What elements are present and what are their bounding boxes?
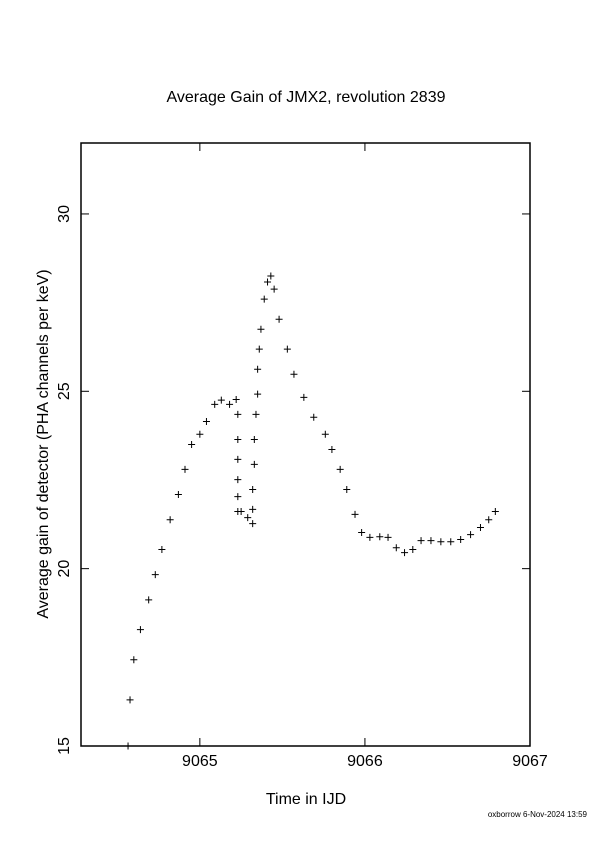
point: [151, 571, 159, 579]
point: [202, 417, 210, 425]
point: [250, 436, 258, 444]
point: [249, 486, 257, 494]
y-tick-label: 20: [56, 560, 73, 578]
point: [232, 395, 240, 403]
point: [358, 528, 366, 536]
point: [254, 390, 262, 398]
point: [392, 544, 400, 552]
point: [181, 465, 189, 473]
point: [158, 545, 166, 553]
point: [328, 445, 336, 453]
point: [275, 315, 283, 323]
point: [321, 430, 329, 438]
footer: oxborrow 6-Nov-2024 13:59: [488, 810, 588, 819]
point: [366, 533, 374, 541]
point: [485, 516, 493, 524]
point: [257, 325, 265, 333]
point: [130, 656, 138, 664]
point: [254, 365, 262, 373]
point: [376, 533, 384, 541]
point: [211, 400, 219, 408]
point: [196, 430, 204, 438]
point: [300, 393, 308, 401]
point: [290, 370, 298, 378]
point: [166, 516, 174, 524]
x-tick-label: 9066: [347, 753, 383, 770]
point: [409, 545, 417, 553]
point: [234, 436, 242, 444]
point: [249, 520, 257, 528]
point: [145, 596, 153, 604]
point: [255, 345, 263, 353]
y-axis-label: Average gain of detector (PHA channels p…: [35, 269, 52, 618]
point: [427, 537, 435, 545]
point: [234, 410, 242, 418]
point: [343, 486, 351, 494]
point: [283, 345, 291, 353]
point: [270, 285, 278, 293]
point: [491, 508, 499, 516]
plot-frame: [80, 142, 531, 747]
point: [136, 626, 144, 634]
point: [244, 514, 252, 522]
x-axis-label: Time in IJD: [266, 791, 346, 808]
point: [249, 505, 257, 513]
point: [260, 295, 268, 303]
point: [476, 524, 484, 532]
y-tick-label: 15: [56, 737, 73, 755]
point: [234, 476, 242, 484]
point: [174, 491, 182, 499]
point: [384, 533, 392, 541]
point: [252, 410, 260, 418]
point: [417, 537, 425, 545]
point: [188, 441, 196, 448]
point: [467, 531, 475, 539]
point: [124, 742, 132, 750]
x-tick-label: 9067: [512, 753, 548, 770]
x-tick-label: 9065: [182, 753, 218, 770]
point: [126, 696, 134, 704]
point: [457, 536, 465, 544]
y-tick-label: 30: [56, 205, 73, 223]
point: [267, 272, 275, 280]
point: [310, 413, 318, 421]
point: [234, 455, 242, 463]
point: [351, 510, 359, 518]
point: [234, 493, 242, 501]
point: [250, 460, 258, 468]
point: [217, 396, 225, 404]
point: [264, 278, 272, 286]
point: [336, 465, 344, 473]
point: [237, 508, 245, 516]
y-tick-label: 25: [56, 382, 73, 400]
point: [447, 538, 455, 546]
point: [226, 400, 234, 408]
chart-title: Average Gain of JMX2, revolution 2839: [167, 89, 446, 106]
point: [437, 538, 445, 546]
point: [401, 549, 409, 557]
